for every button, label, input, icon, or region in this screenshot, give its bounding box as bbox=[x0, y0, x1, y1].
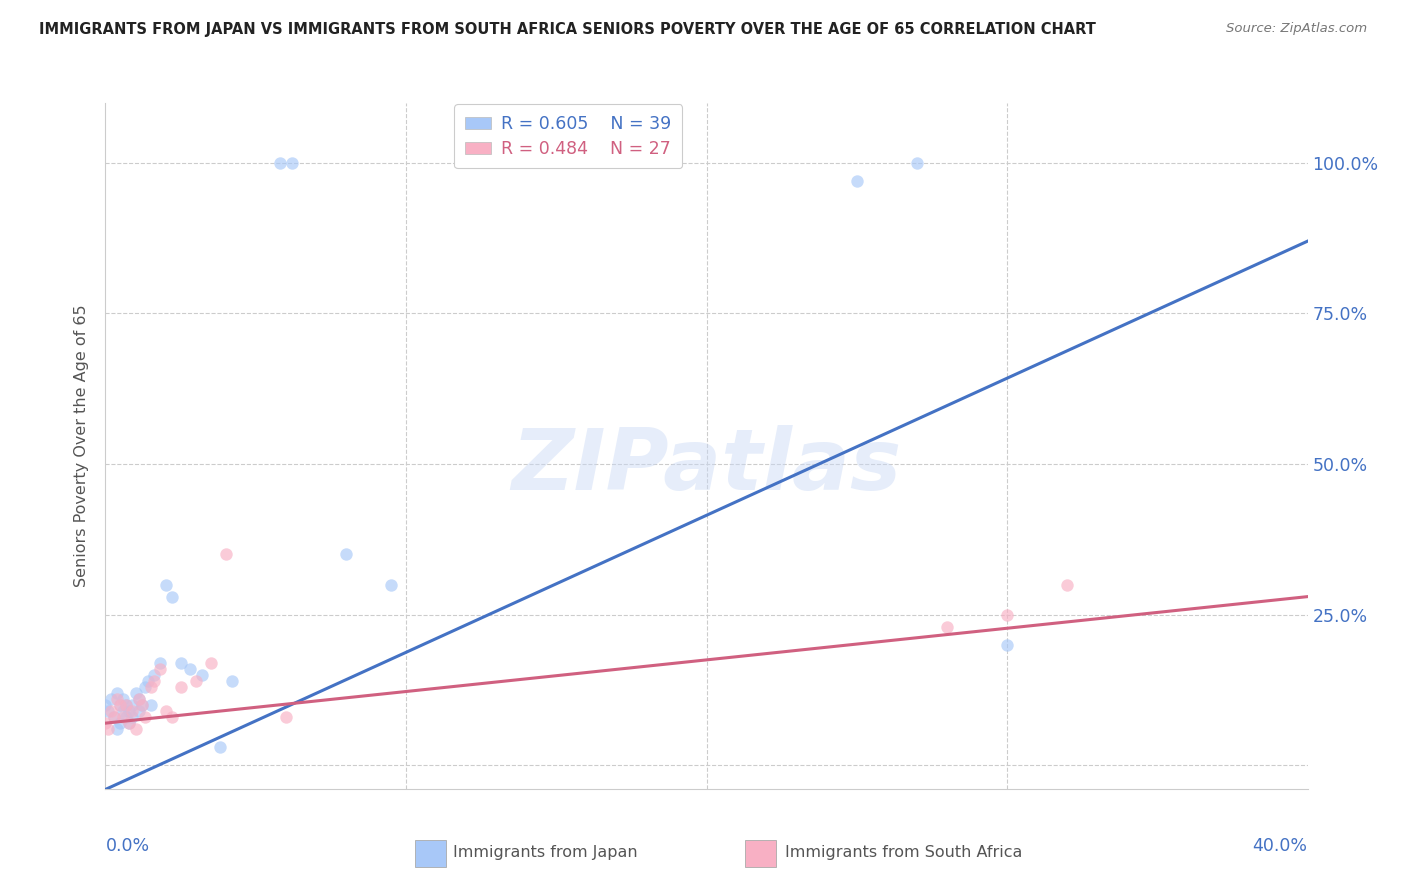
Point bbox=[169, 680, 191, 694]
Point bbox=[155, 577, 177, 591]
Y-axis label: Seniors Poverty Over the Age of 65: Seniors Poverty Over the Age of 65 bbox=[75, 305, 90, 587]
Point bbox=[97, 704, 120, 718]
Point bbox=[995, 607, 1018, 622]
Point bbox=[112, 692, 135, 706]
Point bbox=[100, 704, 122, 718]
Text: ZIPatlas: ZIPatlas bbox=[512, 425, 901, 508]
Point bbox=[995, 638, 1018, 652]
Point bbox=[134, 680, 156, 694]
Point bbox=[155, 704, 177, 718]
Point bbox=[107, 722, 129, 736]
Point bbox=[281, 156, 304, 170]
Text: IMMIGRANTS FROM JAPAN VS IMMIGRANTS FROM SOUTH AFRICA SENIORS POVERTY OVER THE A: IMMIGRANTS FROM JAPAN VS IMMIGRANTS FROM… bbox=[39, 22, 1097, 37]
Point bbox=[121, 710, 143, 724]
Point bbox=[335, 548, 357, 562]
Point bbox=[115, 710, 138, 724]
Legend: R = 0.605    N = 39, R = 0.484    N = 27: R = 0.605 N = 39, R = 0.484 N = 27 bbox=[454, 104, 682, 169]
Point bbox=[115, 698, 138, 712]
Point bbox=[112, 710, 135, 724]
Point bbox=[94, 716, 117, 731]
Text: 40.0%: 40.0% bbox=[1253, 838, 1308, 855]
Point bbox=[136, 673, 159, 688]
Point bbox=[118, 716, 141, 731]
Point bbox=[274, 710, 297, 724]
Point bbox=[214, 548, 236, 562]
Point bbox=[128, 704, 150, 718]
Point bbox=[112, 704, 135, 718]
Point bbox=[131, 698, 153, 712]
Point bbox=[160, 710, 183, 724]
Point bbox=[107, 686, 129, 700]
Point bbox=[94, 698, 117, 712]
Point bbox=[103, 710, 125, 724]
Text: 0.0%: 0.0% bbox=[105, 838, 149, 855]
Point bbox=[128, 692, 150, 706]
Point bbox=[200, 656, 222, 670]
Text: Source: ZipAtlas.com: Source: ZipAtlas.com bbox=[1226, 22, 1367, 36]
Point bbox=[131, 698, 153, 712]
Point bbox=[118, 716, 141, 731]
Point bbox=[160, 590, 183, 604]
Point bbox=[118, 704, 141, 718]
Point bbox=[110, 698, 132, 712]
Point bbox=[124, 686, 146, 700]
Point bbox=[221, 673, 243, 688]
Text: Immigrants from Japan: Immigrants from Japan bbox=[453, 846, 637, 860]
Point bbox=[179, 662, 201, 676]
Point bbox=[121, 698, 143, 712]
Text: Immigrants from South Africa: Immigrants from South Africa bbox=[785, 846, 1022, 860]
Point bbox=[103, 710, 125, 724]
Point bbox=[139, 680, 162, 694]
Point bbox=[936, 620, 959, 634]
Point bbox=[905, 156, 928, 170]
Point bbox=[845, 174, 868, 188]
Point bbox=[142, 673, 165, 688]
Point bbox=[1056, 577, 1078, 591]
Point bbox=[121, 704, 143, 718]
Point bbox=[97, 722, 120, 736]
Point bbox=[110, 698, 132, 712]
Point bbox=[110, 716, 132, 731]
Point bbox=[190, 668, 212, 682]
Point bbox=[380, 577, 402, 591]
Point bbox=[124, 722, 146, 736]
Point bbox=[139, 698, 162, 712]
Point bbox=[208, 740, 231, 755]
Point bbox=[269, 156, 291, 170]
Point bbox=[107, 692, 129, 706]
Point bbox=[148, 656, 170, 670]
Point bbox=[148, 662, 170, 676]
Point bbox=[142, 668, 165, 682]
Point bbox=[134, 710, 156, 724]
Point bbox=[184, 673, 207, 688]
Point bbox=[128, 692, 150, 706]
Point bbox=[100, 692, 122, 706]
Point bbox=[115, 698, 138, 712]
Point bbox=[169, 656, 191, 670]
